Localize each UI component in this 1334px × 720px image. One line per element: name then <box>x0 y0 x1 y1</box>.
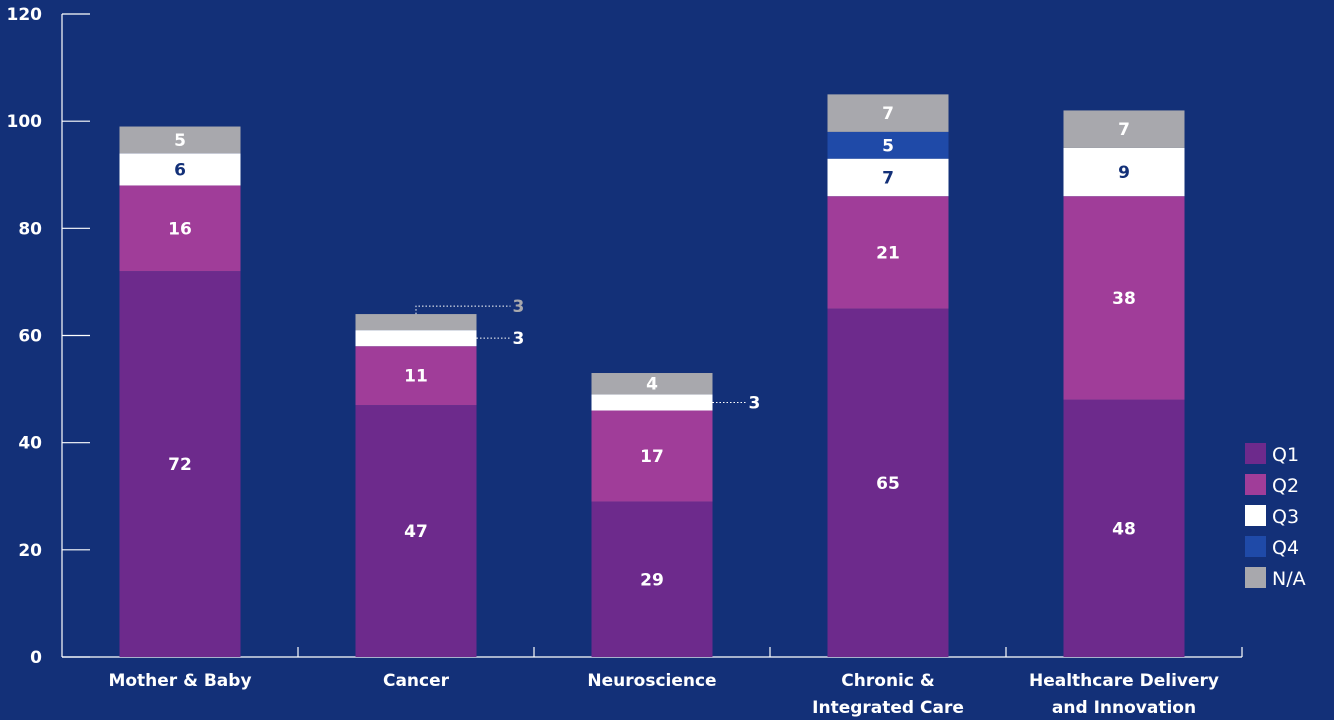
y-tick-label-120: 120 <box>7 5 43 25</box>
data-label-0-q3: 6 <box>174 160 186 180</box>
bar-3-q2 <box>827 196 949 309</box>
bar-0-na <box>119 126 241 154</box>
legend-swatch-q4 <box>1245 536 1266 557</box>
category-label-4-1: and Innovation <box>1052 698 1196 718</box>
bar-4-q1 <box>1063 399 1185 657</box>
data-label-0-na: 5 <box>174 131 186 151</box>
bar-2-q3 <box>591 394 713 411</box>
data-label-3-na: 7 <box>882 104 894 124</box>
data-label-4-q2: 38 <box>1112 289 1136 309</box>
bar-2-q1 <box>591 501 713 657</box>
data-label-2-q2: 17 <box>640 447 664 467</box>
bar-2-na <box>591 373 713 395</box>
data-label-0-q1: 72 <box>168 455 192 475</box>
bar-3-q3 <box>827 158 949 197</box>
data-label-3-q2: 21 <box>876 243 900 263</box>
y-tick-label-80: 80 <box>18 219 42 239</box>
category-label-3-1: Integrated Care <box>812 698 964 718</box>
bar-1-q1 <box>355 405 477 657</box>
y-tick-label-40: 40 <box>18 434 42 454</box>
legend-label-q1: Q1 <box>1272 444 1299 466</box>
legend-label-q4: Q4 <box>1272 537 1299 559</box>
data-label-4-na: 7 <box>1118 120 1130 140</box>
bar-1-q3 <box>355 330 477 347</box>
bar-0-q1 <box>119 271 241 657</box>
category-label-4-0: Healthcare Delivery <box>1029 671 1219 691</box>
category-label-0-0: Mother & Baby <box>108 671 251 691</box>
data-label-2-q1: 29 <box>640 570 664 590</box>
category-label-3-0: Chronic & <box>841 671 935 691</box>
data-label-4-q3: 9 <box>1118 163 1130 183</box>
bar-1-na <box>355 314 477 331</box>
data-label-1-q3: 3 <box>513 329 525 349</box>
data-label-3-q4: 5 <box>882 136 894 156</box>
data-label-3-q1: 65 <box>876 474 900 494</box>
legend-label-q3: Q3 <box>1272 506 1299 528</box>
legend-swatch-q2 <box>1245 474 1266 495</box>
category-label-1-0: Cancer <box>383 671 450 691</box>
data-label-1-q2: 11 <box>404 367 428 387</box>
bar-0-q3 <box>119 153 241 186</box>
data-label-2-q3: 3 <box>749 393 761 413</box>
bar-4-na <box>1063 110 1185 148</box>
legend-swatch-q3 <box>1245 505 1266 526</box>
data-label-1-q1: 47 <box>404 522 428 542</box>
y-tick-label-20: 20 <box>18 541 42 561</box>
bar-3-q4 <box>827 131 949 159</box>
bar-1-q2 <box>355 346 477 406</box>
data-label-1-na: 3 <box>513 297 525 317</box>
data-label-2-na: 4 <box>646 375 658 395</box>
bar-3-q1 <box>827 308 949 657</box>
legend-swatch-na <box>1245 567 1266 588</box>
legend-label-na: N/A <box>1272 568 1306 590</box>
y-tick-label-100: 100 <box>7 112 43 132</box>
legend-swatch-q1 <box>1245 443 1266 464</box>
bar-4-q2 <box>1063 196 1185 400</box>
bar-3-na <box>827 94 949 132</box>
data-label-3-q3: 7 <box>882 168 894 188</box>
bar-2-q2 <box>591 410 713 502</box>
y-tick-label-60: 60 <box>18 327 42 347</box>
data-label-4-q1: 48 <box>1112 519 1136 539</box>
category-label-2-0: Neuroscience <box>587 671 716 691</box>
callout-line-1-na <box>415 305 511 315</box>
bar-4-q3 <box>1063 147 1185 197</box>
legend-label-q2: Q2 <box>1272 475 1299 497</box>
bar-0-q2 <box>119 185 241 272</box>
y-tick-label-0: 0 <box>30 648 42 668</box>
data-label-0-q2: 16 <box>168 219 192 239</box>
